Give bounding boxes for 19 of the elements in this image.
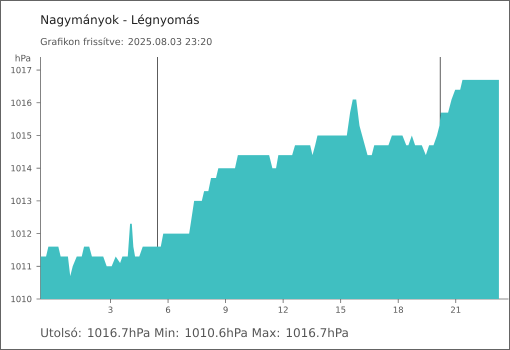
- x-tick-label: 15: [336, 306, 346, 313]
- y-axis-title: hPa: [16, 54, 30, 62]
- x-tick-label: 12: [278, 306, 288, 313]
- y-tick-label: 1017: [11, 66, 32, 74]
- y-tick-label: 1016: [11, 100, 32, 106]
- chart-title: Nagymányok - Légnyomás: [41, 14, 199, 26]
- x-tick-label: 18: [394, 306, 404, 313]
- x-tick-label: 9: [223, 306, 228, 313]
- y-tick-label: 1015: [11, 132, 32, 139]
- x-tick-label: 3: [108, 306, 113, 313]
- x-tick-label: 6: [166, 306, 170, 313]
- y-tick-label: 1013: [11, 198, 32, 204]
- y-tick-label: 1012: [11, 230, 32, 237]
- x-tick-label: 21: [450, 306, 460, 313]
- text: Utolsó: 1016.7hPa Min: 1010.6hPa Max: 1016.7hPa: [41, 327, 348, 338]
- y-tick-label: 1014: [11, 164, 32, 172]
- y-tick-label: 1010: [11, 296, 32, 302]
- chart-subtitle: Grafikon frissítve: 2025.08.03 23:20: [40, 37, 212, 46]
- y-tick-label: 1011: [11, 263, 32, 270]
